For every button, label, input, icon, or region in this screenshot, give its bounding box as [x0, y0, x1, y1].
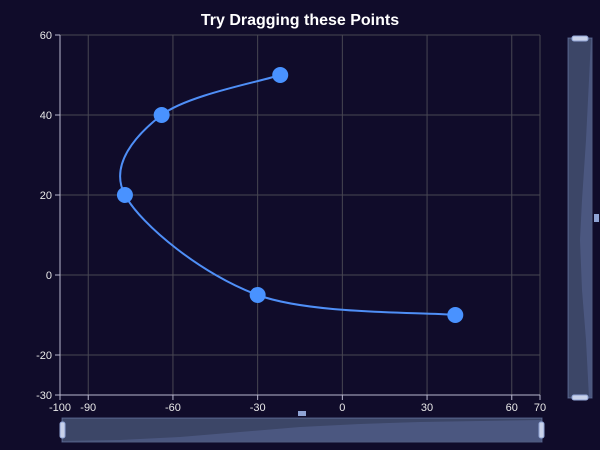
draggable-point[interactable]: [272, 67, 289, 83]
grid: [59, 34, 541, 396]
x-tick-label: 30: [421, 402, 433, 414]
x-tick-label: 0: [339, 402, 345, 414]
y-zoom-preview: [580, 38, 591, 398]
x-tick-label: -60: [165, 402, 181, 414]
y-zoom-slider[interactable]: [567, 35, 599, 401]
y-tick-label: 20: [40, 190, 52, 202]
x-tick-label: -30: [250, 402, 266, 414]
y-tick-label: -20: [36, 350, 52, 362]
draggable-point[interactable]: [249, 287, 266, 303]
draggable-point[interactable]: [153, 107, 170, 123]
y-zoom-top-handle[interactable]: [571, 35, 589, 42]
x-zoom-slider[interactable]: [59, 411, 545, 443]
x-tick-label: -100: [49, 402, 71, 414]
x-tick-label: 70: [534, 402, 546, 414]
chart-title: Try Dragging these Points: [201, 12, 399, 29]
x-zoom-right-handle[interactable]: [538, 421, 545, 439]
y-zoom-bottom-handle[interactable]: [571, 394, 589, 401]
y-tick-label: 60: [40, 30, 52, 42]
x-zoom-preview: [62, 420, 542, 441]
y-tick-label: -30: [36, 390, 52, 402]
x-tick-label: -90: [80, 402, 96, 414]
series-line: [119, 74, 456, 316]
y-zoom-selection[interactable]: [568, 38, 592, 398]
series: [119, 74, 456, 316]
axes: -100 -90 -60 -30 0 30 60 70 -30 -20 0 20 40 60: [36, 30, 546, 414]
y-zoom-move-handle[interactable]: [594, 214, 599, 222]
x-tick-label: 60: [506, 402, 518, 414]
x-zoom-move-handle[interactable]: [298, 411, 306, 416]
y-tick-label: 0: [46, 270, 52, 282]
x-zoom-selection[interactable]: [62, 418, 542, 442]
draggable-point[interactable]: [447, 307, 464, 323]
x-zoom-left-handle[interactable]: [59, 421, 66, 439]
points: [116, 67, 464, 323]
y-tick-label: 40: [40, 110, 52, 122]
draggable-point[interactable]: [116, 187, 133, 203]
